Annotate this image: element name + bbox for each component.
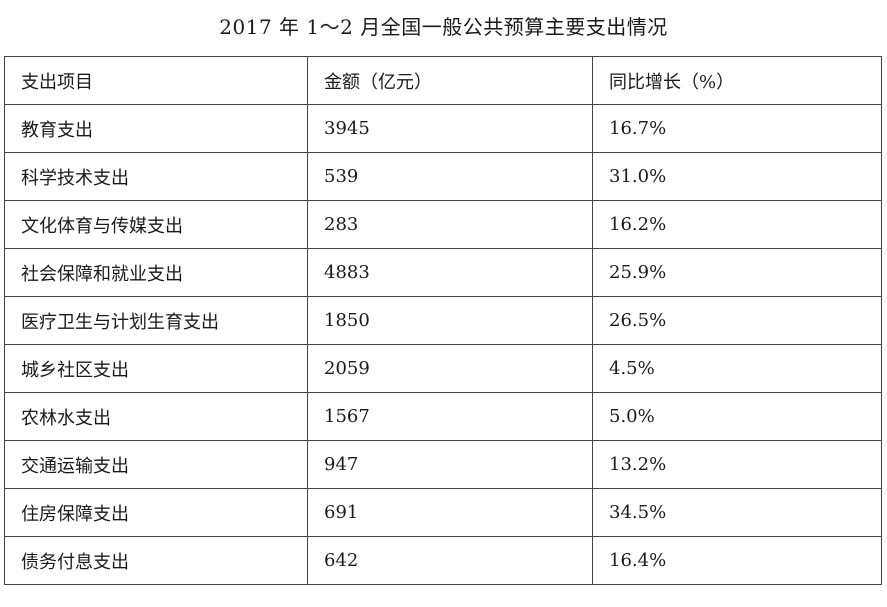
table-row: 农林水支出 1567 5.0% (4, 392, 882, 441)
item-cell: 债务付息支出 (4, 536, 308, 585)
amount-cell: 642 (307, 536, 593, 585)
growth-cell: 16.2% (592, 200, 882, 249)
item-cell: 城乡社区支出 (4, 344, 308, 393)
amount-cell: 1567 (307, 392, 593, 441)
amount-cell: 283 (307, 200, 593, 249)
item-cell: 交通运输支出 (4, 440, 308, 489)
growth-cell: 13.2% (592, 440, 882, 489)
table-row: 医疗卫生与计划生育支出 1850 26.5% (4, 296, 882, 345)
growth-cell: 26.5% (592, 296, 882, 345)
table-row: 教育支出 3945 16.7% (4, 104, 882, 153)
table-row: 住房保障支出 691 34.5% (4, 488, 882, 537)
table-row: 社会保障和就业支出 4883 25.9% (4, 248, 882, 297)
amount-cell: 1850 (307, 296, 593, 345)
amount-cell: 539 (307, 152, 593, 201)
column-header-amount: 金额（亿元） (307, 56, 593, 105)
amount-cell: 4883 (307, 248, 593, 297)
growth-cell: 16.7% (592, 104, 882, 153)
growth-cell: 4.5% (592, 344, 882, 393)
growth-cell: 31.0% (592, 152, 882, 201)
item-cell: 住房保障支出 (4, 488, 308, 537)
growth-cell: 34.5% (592, 488, 882, 537)
amount-cell: 3945 (307, 104, 593, 153)
growth-cell: 25.9% (592, 248, 882, 297)
item-cell: 医疗卫生与计划生育支出 (4, 296, 308, 345)
expenditure-table: 支出项目 金额（亿元） 同比增长（%） 教育支出 3945 16.7% 科学技术… (4, 56, 882, 585)
table-row: 文化体育与传媒支出 283 16.2% (4, 200, 882, 249)
item-cell: 教育支出 (4, 104, 308, 153)
column-header-item: 支出项目 (4, 56, 308, 105)
amount-cell: 691 (307, 488, 593, 537)
growth-cell: 5.0% (592, 392, 882, 441)
growth-cell: 16.4% (592, 536, 882, 585)
page-title: 2017 年 1～2 月全国一般公共预算主要支出情况 (219, 15, 668, 39)
table-row: 城乡社区支出 2059 4.5% (4, 344, 882, 393)
amount-cell: 2059 (307, 344, 593, 393)
item-cell: 社会保障和就业支出 (4, 248, 308, 297)
column-header-growth: 同比增长（%） (592, 56, 882, 105)
item-cell: 科学技术支出 (4, 152, 308, 201)
amount-cell: 947 (307, 440, 593, 489)
item-cell: 文化体育与传媒支出 (4, 200, 308, 249)
table-row: 债务付息支出 642 16.4% (4, 536, 882, 585)
table-row: 科学技术支出 539 31.0% (4, 152, 882, 201)
item-cell: 农林水支出 (4, 392, 308, 441)
table-header-row: 支出项目 金额（亿元） 同比增长（%） (4, 56, 882, 105)
table-row: 交通运输支出 947 13.2% (4, 440, 882, 489)
